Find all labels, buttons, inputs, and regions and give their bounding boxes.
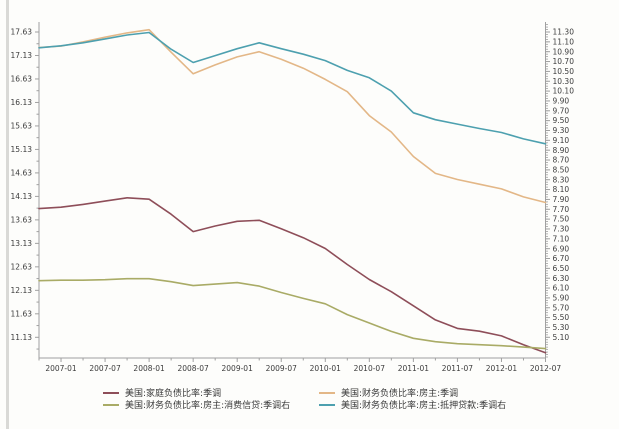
right-axis-tick-label: 9.50 [553,116,570,125]
right-axis-tick-label: 9.10 [553,136,570,145]
right-axis-tick-label: 9.90 [553,97,570,106]
right-axis-tick-label: 7.70 [553,205,570,214]
left-axis-tick-label: 13.13 [11,239,33,248]
right-axis-tick-label: 5.10 [553,333,570,342]
left-axis-tick-label: 12.63 [11,262,33,271]
legend-swatch-icon [319,391,335,394]
right-axis-tick-label: 5.30 [553,323,570,332]
legend-label: 美国:财务负债比率:房主:抵押贷款:季调右 [341,401,507,411]
right-axis-tick-label: 8.30 [553,175,570,184]
right-axis-tick-label: 11.10 [553,37,575,46]
right-axis-tick-label: 10.90 [553,47,575,56]
page-left-border [6,0,9,429]
x-axis-tick-label: 2011-07 [442,364,474,373]
left-axis-tick-label: 16.63 [11,75,33,84]
x-axis-tick-label: 2011-01 [398,364,430,373]
x-axis-tick-label: 2008-01 [133,364,165,373]
left-axis-tick-label: 15.63 [11,122,33,131]
right-axis-tick-label: 10.30 [553,77,575,86]
left-axis-tick-label: 17.63 [11,28,33,37]
series-line-0 [38,197,547,354]
right-axis-tick-label: 5.70 [553,303,570,312]
left-axis-tick-label: 13.63 [11,215,33,224]
legend-item-3: 美国:财务负债比率:房主:抵押贷款:季调右 [319,399,507,411]
series-line-2 [38,277,547,350]
right-axis-tick-label: 8.90 [553,146,570,155]
right-axis-tick-label: 8.10 [553,185,570,194]
right-axis-tick-label: 6.50 [553,264,570,273]
legend-item-0: 美国:家庭负债比率:季调 [103,387,315,399]
x-axis-tick-label: 2012-07 [530,364,562,373]
right-axis-tick-label: 10.50 [553,67,575,76]
legend-swatch-icon [319,403,335,406]
right-axis-tick-label: 7.90 [553,195,570,204]
left-axis-tick-label: 14.13 [11,192,33,201]
legend-label: 美国:财务负债比率:房主:季调 [341,389,459,399]
x-axis-tick-label: 2012-01 [486,364,518,373]
legend-label: 美国:财务负债比率:房主:消费信贷:季调右 [125,401,291,411]
x-axis-tick-label: 2010-01 [310,364,342,373]
right-axis-tick-label: 10.10 [553,87,575,96]
legend-item-2: 美国:财务负债比率:房主:消费信贷:季调右 [103,399,315,411]
legend-item-1: 美国:财务负债比率:房主:季调 [319,387,506,399]
series-line-3 [38,31,547,145]
chart-legend: 美国:家庭负债比率:季调 美国:财务负债比率:房主:季调美国:财务负债比率:房主:… [103,387,507,411]
left-axis-tick-label: 12.13 [11,286,33,295]
x-axis-tick-label: 2009-07 [266,364,298,373]
legend-swatch-icon [103,391,119,394]
right-axis-tick-label: 7.10 [553,234,570,243]
right-axis-tick-label: 11.30 [553,28,575,37]
right-axis-tick-label: 7.30 [553,225,570,234]
right-axis-tick-label: 10.70 [553,57,575,66]
x-axis-tick-label: 2010-07 [354,364,386,373]
right-axis-tick-label: 9.70 [553,106,570,115]
legend-swatch-icon [103,403,119,406]
left-axis-tick-label: 14.63 [11,169,33,178]
series-line-1 [38,28,547,204]
right-axis-tick-label: 5.90 [553,294,570,303]
right-axis-tick-label: 6.10 [553,284,570,293]
right-axis-tick-label: 6.30 [553,274,570,283]
right-axis-tick-label: 9.30 [553,126,570,135]
x-axis-tick-label: 2009-01 [222,364,254,373]
left-axis-tick-label: 16.13 [11,98,33,107]
chart-svg: 17.63 17.13 16.63 16.13 15.63 15.13 14.63 14.13… [11,22,575,373]
left-axis-tick-label: 11.13 [11,333,33,342]
right-axis-tick-label: 8.70 [553,156,570,165]
x-axis-tick-label: 2007-07 [89,364,121,373]
right-axis-tick-label: 5.50 [553,313,570,322]
left-axis-tick-label: 11.63 [11,309,33,318]
left-axis-tick-label: 17.13 [11,51,33,60]
right-axis-tick-label: 7.50 [553,215,570,224]
right-axis-tick-label: 6.70 [553,254,570,263]
left-axis-tick-label: 15.13 [11,145,33,154]
x-axis-tick-label: 2008-07 [177,364,209,373]
x-axis-tick-label: 2007-01 [45,364,77,373]
right-axis-tick-label: 6.90 [553,244,570,253]
right-axis-tick-label: 8.50 [553,165,570,174]
legend-label: 美国:家庭负债比率:季调 [125,389,222,399]
